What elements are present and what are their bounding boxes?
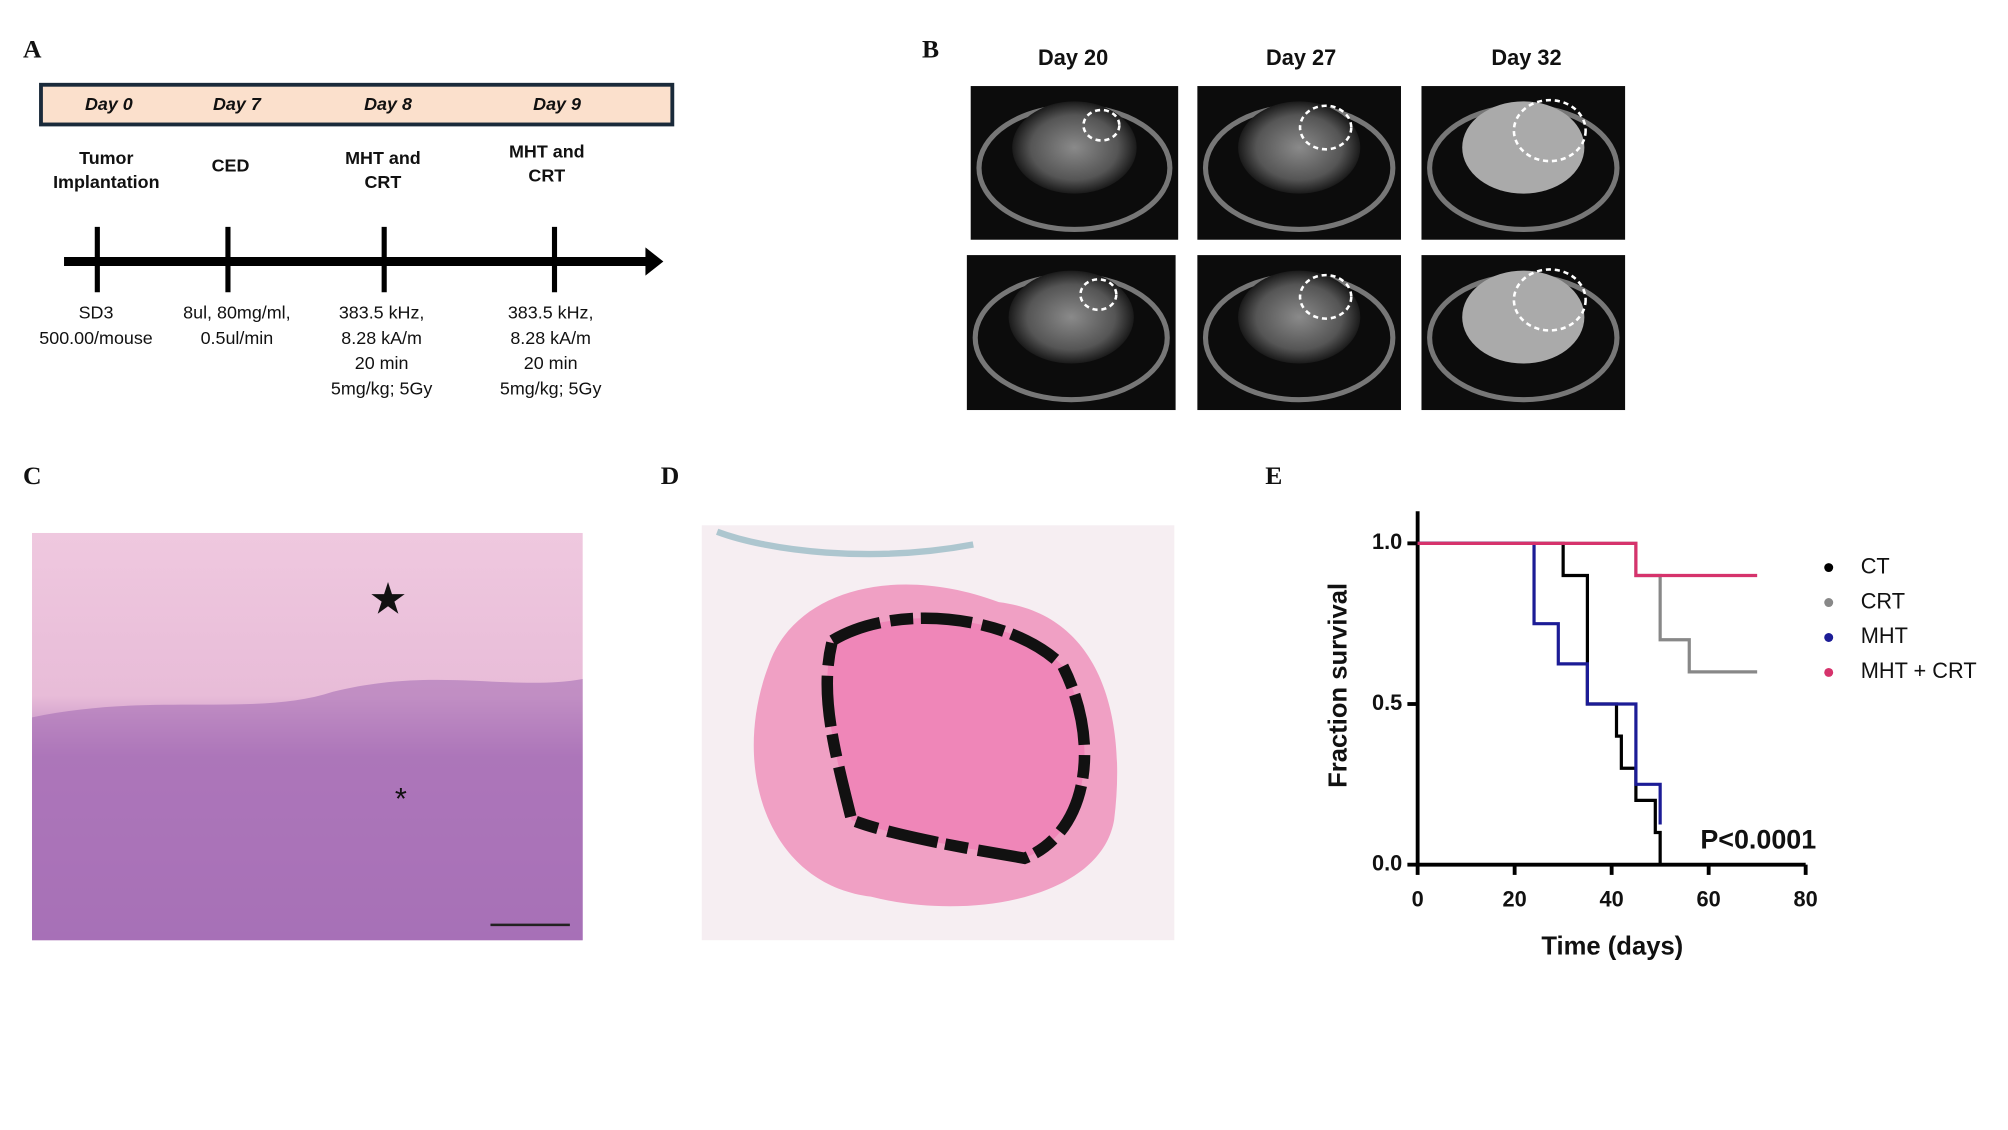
detail-label: 8.28 kA/m xyxy=(341,328,422,348)
x-tick-label: 80 xyxy=(1794,886,1818,911)
mri-brain xyxy=(1012,101,1137,194)
event-label: Tumor xyxy=(79,148,133,168)
detail-label: 500.00/mouse xyxy=(39,328,153,348)
column-title: Day 32 xyxy=(1491,45,1561,70)
panel-letter: A xyxy=(23,34,42,63)
panel-letter: D xyxy=(661,461,680,490)
event-label: MHT and xyxy=(345,148,421,168)
column-title: Day 27 xyxy=(1266,45,1336,70)
mri-brain xyxy=(1238,101,1361,194)
day-label: Day 8 xyxy=(364,94,412,114)
annotation: P<0.0001 xyxy=(1700,825,1816,855)
legend-label: MHT xyxy=(1861,623,1908,648)
y-tick-label: 1.0 xyxy=(1372,529,1402,554)
legend-marker xyxy=(1824,667,1834,677)
event-label: Implantation xyxy=(53,172,159,192)
detail-label: 20 min xyxy=(524,353,578,373)
detail-label: 20 min xyxy=(355,353,409,373)
day-label: Day 7 xyxy=(213,94,262,114)
x-tick-label: 40 xyxy=(1600,886,1624,911)
tumor-outline xyxy=(1512,98,1587,163)
x-tick-label: 0 xyxy=(1412,886,1424,911)
survival-curve xyxy=(1417,541,1662,825)
detail-label: 8.28 kA/m xyxy=(510,328,591,348)
marker: ★ xyxy=(369,576,408,624)
tumor-outline xyxy=(1298,104,1353,151)
mri-brain xyxy=(1238,270,1361,364)
detail-label: 5mg/kg; 5Gy xyxy=(500,378,602,398)
stain xyxy=(716,528,974,558)
x-axis-label: Time (days) xyxy=(1541,933,1683,961)
event-label: MHT and xyxy=(509,141,585,161)
detail-label: 0.5ul/min xyxy=(201,328,274,348)
x-tick-label: 20 xyxy=(1503,886,1527,911)
detail-label: 383.5 kHz, xyxy=(508,303,594,323)
arrowhead xyxy=(645,247,664,276)
detail-label: 5mg/kg; 5Gy xyxy=(331,378,433,398)
detail-label: 383.5 kHz, xyxy=(339,303,425,323)
panel-letter: B xyxy=(922,34,939,63)
mri-brain xyxy=(1008,270,1134,364)
mri-brain xyxy=(1462,270,1585,364)
legend-label: MHT + CRT xyxy=(1861,658,1977,683)
detail-label: SD3 xyxy=(79,303,114,323)
tumor-outline xyxy=(1512,268,1587,332)
legend-label: CT xyxy=(1861,553,1890,578)
legend-marker xyxy=(1824,563,1834,573)
day-label: Day 0 xyxy=(85,94,133,114)
panel-letter: C xyxy=(23,461,41,490)
event-label: CRT xyxy=(364,172,401,192)
column-title: Day 20 xyxy=(1038,45,1108,70)
tumor-region xyxy=(32,678,583,941)
event-label: CRT xyxy=(528,166,565,186)
y-tick-label: 0.5 xyxy=(1372,690,1402,715)
y-tick-label: 0.0 xyxy=(1372,850,1402,875)
y-axis-label: Fraction survival xyxy=(1324,583,1352,788)
legend-marker xyxy=(1824,598,1834,608)
legend-label: CRT xyxy=(1861,588,1905,613)
event-label: CED xyxy=(212,155,250,175)
survival-curve xyxy=(1417,541,1662,865)
mri-brain xyxy=(1462,101,1585,194)
detail-label: 8ul, 80mg/ml, xyxy=(183,303,290,323)
particle-ring xyxy=(821,612,1091,865)
x-tick-label: 60 xyxy=(1697,886,1721,911)
tumor-outline xyxy=(1082,108,1121,142)
marker: * xyxy=(395,781,407,816)
legend-marker xyxy=(1824,633,1834,642)
panel-letter: E xyxy=(1265,461,1282,490)
tumor-outline xyxy=(1298,273,1353,320)
day-label: Day 9 xyxy=(533,94,581,114)
survival-curve xyxy=(1417,541,1758,578)
timeline-box xyxy=(39,82,675,127)
tumor-outline xyxy=(1079,278,1118,312)
